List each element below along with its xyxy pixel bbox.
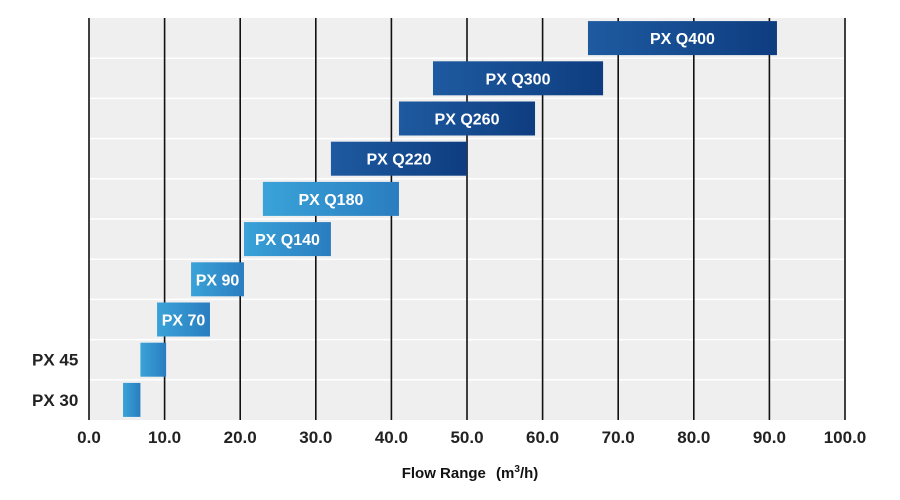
- bar-label: PX Q300: [486, 71, 551, 88]
- bar-label: PX Q180: [298, 192, 363, 209]
- bar-side-label: PX 45: [32, 351, 78, 370]
- range-bar: [123, 382, 141, 417]
- range-bar: [587, 21, 777, 56]
- x-axis-unit-sup: 3: [514, 464, 520, 475]
- x-axis-unit-prefix: (m: [496, 465, 514, 482]
- range-bar: [243, 222, 331, 257]
- bar-label: PX Q260: [435, 112, 500, 129]
- x-axis-unit-suffix: /h): [520, 465, 538, 482]
- bar-label: PX Q400: [650, 31, 715, 48]
- x-tick-label: 80.0: [677, 428, 710, 447]
- range-bar: [157, 302, 210, 337]
- x-tick-label: 10.0: [148, 428, 181, 447]
- x-tick-label: 50.0: [450, 428, 483, 447]
- range-bar: [262, 181, 399, 216]
- range-bar: [432, 61, 604, 96]
- bar-label: PX Q220: [366, 152, 431, 169]
- bar-side-label: PX 30: [32, 391, 78, 410]
- range-bars: PX Q400 PX Q300 PX Q260 PX Q220 PX Q180 PX Q1…: [32, 21, 777, 417]
- x-tick-label: 60.0: [526, 428, 559, 447]
- bar-label: PX 70: [162, 313, 206, 330]
- range-bar: [330, 141, 467, 176]
- x-tick-labels: 0.0 10.0 20.0 30.0 40.0 50.0 60.0 70.0 80.0 90.0 1…: [77, 428, 866, 447]
- x-tick-label: 70.0: [602, 428, 635, 447]
- range-bar: [191, 262, 244, 297]
- x-tick-label: 40.0: [375, 428, 408, 447]
- bar-label: PX 90: [196, 272, 240, 289]
- range-bar: [140, 342, 167, 377]
- x-tick-label: 20.0: [224, 428, 257, 447]
- x-tick-label: 0.0: [77, 428, 101, 447]
- x-tick-label: 30.0: [299, 428, 332, 447]
- x-axis-title-text: Flow Range: [402, 465, 486, 482]
- x-tick-label: 100.0: [824, 428, 867, 447]
- bar-label: PX Q140: [255, 232, 320, 249]
- range-bar: [398, 101, 536, 136]
- x-axis-title: Flow Range (m3/h): [402, 464, 539, 482]
- x-tick-label: 90.0: [753, 428, 786, 447]
